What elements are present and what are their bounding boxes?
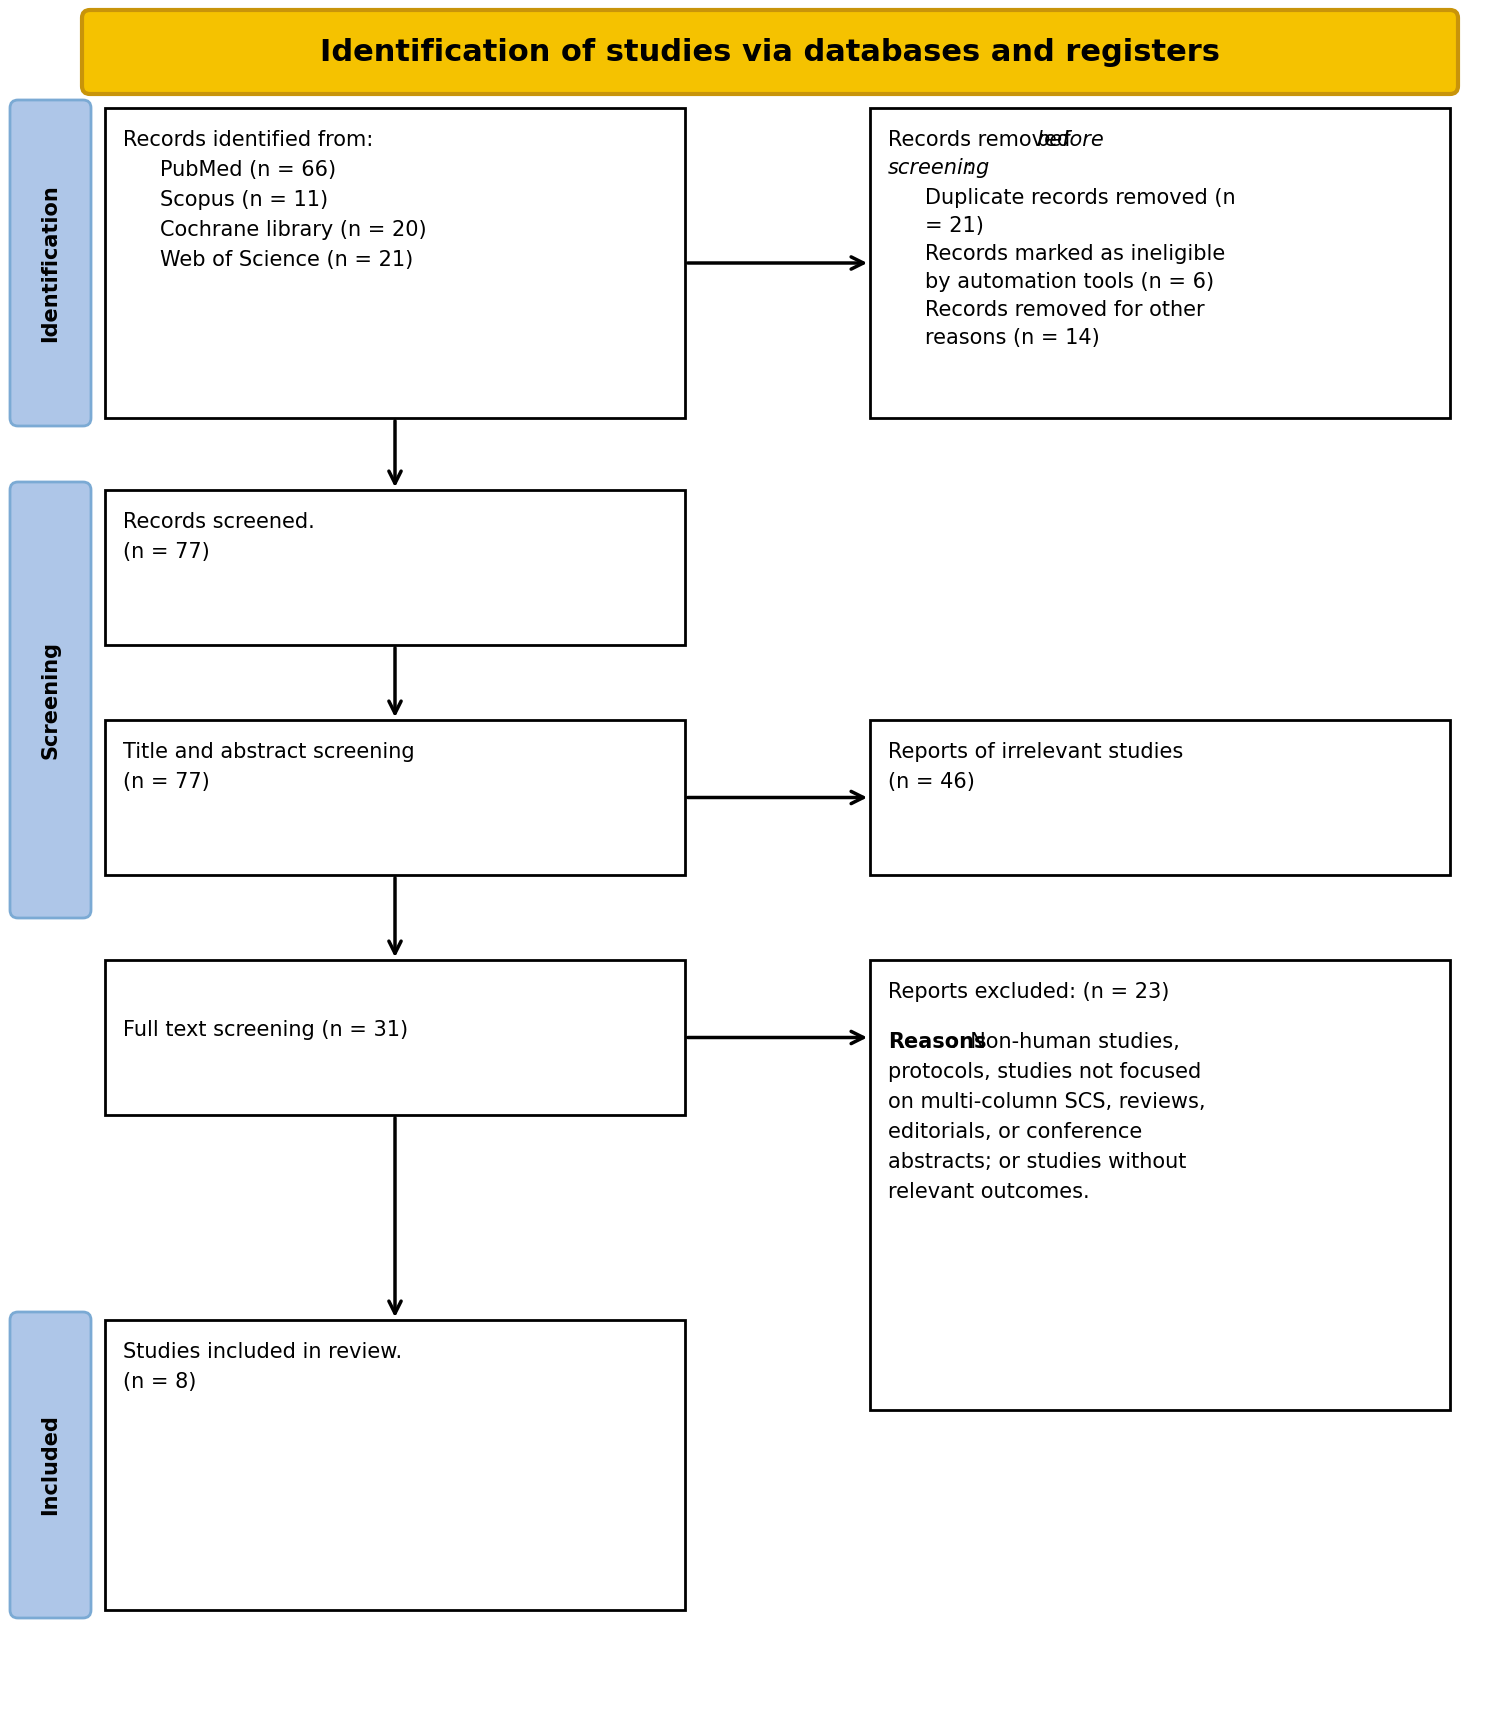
Bar bbox=[105, 1320, 686, 1611]
Text: before: before bbox=[1036, 131, 1104, 150]
Text: Studies included in review.: Studies included in review. bbox=[123, 1343, 402, 1361]
Text: (n = 46): (n = 46) bbox=[888, 772, 975, 792]
Text: Reasons: Reasons bbox=[888, 1031, 987, 1052]
Bar bbox=[105, 490, 686, 645]
Text: Records identified from:: Records identified from: bbox=[123, 131, 374, 150]
Text: Reports of irrelevant studies: Reports of irrelevant studies bbox=[888, 743, 1184, 762]
Text: Full text screening (n = 31): Full text screening (n = 31) bbox=[123, 1019, 408, 1040]
Bar bbox=[870, 108, 1450, 418]
Text: screening: screening bbox=[888, 158, 990, 179]
FancyBboxPatch shape bbox=[82, 10, 1458, 95]
Text: by automation tools (n = 6): by automation tools (n = 6) bbox=[926, 272, 1214, 292]
Text: (n = 8): (n = 8) bbox=[123, 1372, 196, 1392]
Text: :: : bbox=[966, 158, 974, 179]
Bar bbox=[870, 720, 1450, 875]
Text: = 21): = 21) bbox=[926, 217, 984, 236]
Bar bbox=[105, 108, 686, 418]
Text: Identification: Identification bbox=[40, 184, 60, 342]
Text: Records screened.: Records screened. bbox=[123, 512, 315, 531]
Text: on multi-column SCS, reviews,: on multi-column SCS, reviews, bbox=[888, 1092, 1206, 1112]
FancyBboxPatch shape bbox=[10, 100, 92, 426]
Text: relevant outcomes.: relevant outcomes. bbox=[888, 1183, 1089, 1202]
Text: Reports excluded: (n = 23): Reports excluded: (n = 23) bbox=[888, 982, 1170, 1002]
Text: Included: Included bbox=[40, 1415, 60, 1516]
Text: Scopus (n = 11): Scopus (n = 11) bbox=[160, 191, 328, 210]
Text: :  Non-human studies,: : Non-human studies, bbox=[950, 1031, 1179, 1052]
Bar bbox=[870, 959, 1450, 1410]
Text: Screening: Screening bbox=[40, 641, 60, 760]
Text: PubMed (n = 66): PubMed (n = 66) bbox=[160, 160, 336, 180]
Text: Records removed for other: Records removed for other bbox=[926, 301, 1204, 320]
Bar bbox=[105, 959, 686, 1116]
Text: (n = 77): (n = 77) bbox=[123, 772, 210, 792]
Text: reasons (n = 14): reasons (n = 14) bbox=[926, 328, 1100, 347]
Text: Duplicate records removed (n: Duplicate records removed (n bbox=[926, 187, 1236, 208]
Text: protocols, studies not focused: protocols, studies not focused bbox=[888, 1062, 1202, 1081]
Text: editorials, or conference: editorials, or conference bbox=[888, 1123, 1143, 1141]
FancyBboxPatch shape bbox=[10, 481, 92, 918]
Text: Records removed: Records removed bbox=[888, 131, 1077, 150]
Text: Title and abstract screening: Title and abstract screening bbox=[123, 743, 414, 762]
Text: abstracts; or studies without: abstracts; or studies without bbox=[888, 1152, 1186, 1172]
Bar bbox=[105, 720, 686, 875]
Text: (n = 77): (n = 77) bbox=[123, 541, 210, 562]
Text: Cochrane library (n = 20): Cochrane library (n = 20) bbox=[160, 220, 426, 241]
Text: Identification of studies via databases and registers: Identification of studies via databases … bbox=[320, 38, 1220, 67]
Text: Web of Science (n = 21): Web of Science (n = 21) bbox=[160, 249, 413, 270]
Text: Records marked as ineligible: Records marked as ineligible bbox=[926, 244, 1226, 265]
FancyBboxPatch shape bbox=[10, 1312, 92, 1618]
